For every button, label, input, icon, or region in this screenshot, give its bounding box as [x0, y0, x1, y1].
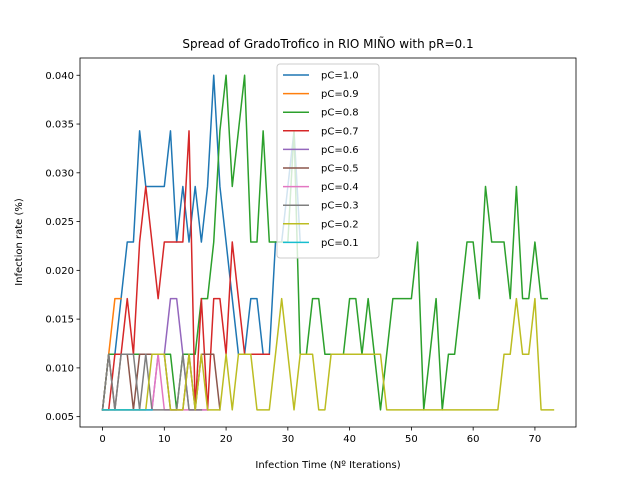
x-tick-label: 60 [467, 434, 480, 445]
x-axis-label: Infection Time (Nº Iterations) [255, 460, 400, 471]
legend-label: pC=0.3 [321, 201, 359, 212]
x-tick-label: 20 [220, 434, 233, 445]
legend-label: pC=0.5 [321, 164, 359, 175]
x-tick-label: 30 [281, 434, 294, 445]
axes-frame [79, 57, 577, 428]
x-tick-label: 0 [99, 434, 105, 445]
x-tick-label: 50 [405, 434, 418, 445]
x-tick-label: 70 [529, 434, 542, 445]
series-line-8 [101, 297, 555, 411]
chart-title: Spread of GradoTrofico in RIO MIÑO with … [182, 36, 473, 51]
y-tick-label: 0.020 [45, 266, 74, 277]
legend-label: pC=0.1 [321, 238, 359, 249]
y-tick-label: 0.040 [45, 71, 74, 82]
legend-label: pC=0.2 [321, 219, 359, 230]
legend-label: pC=0.4 [321, 182, 359, 193]
y-tick-label: 0.030 [45, 168, 74, 179]
y-axis-label: Infection rate (%) [14, 198, 25, 286]
legend-label: pC=0.9 [321, 89, 359, 100]
y-tick-label: 0.025 [45, 217, 74, 228]
legend-label: pC=0.8 [321, 108, 359, 119]
series-line-3 [101, 130, 271, 411]
y-tick-label: 0.015 [45, 315, 74, 326]
y-tick-label: 0.035 [45, 120, 74, 131]
legend-label: pC=0.7 [321, 126, 359, 137]
legend-label: pC=0.6 [321, 145, 359, 156]
plot-area: 0 10 20 30 40 50 60 70 0.005 0.010 0.015 0.020 0.025… [45, 57, 577, 445]
x-tick-label: 40 [343, 434, 356, 445]
legend-label: pC=1.0 [321, 71, 359, 82]
x-tick-label: 10 [158, 434, 171, 445]
y-tick-label: 0.005 [45, 412, 74, 423]
y-tick-label: 0.010 [45, 363, 74, 374]
